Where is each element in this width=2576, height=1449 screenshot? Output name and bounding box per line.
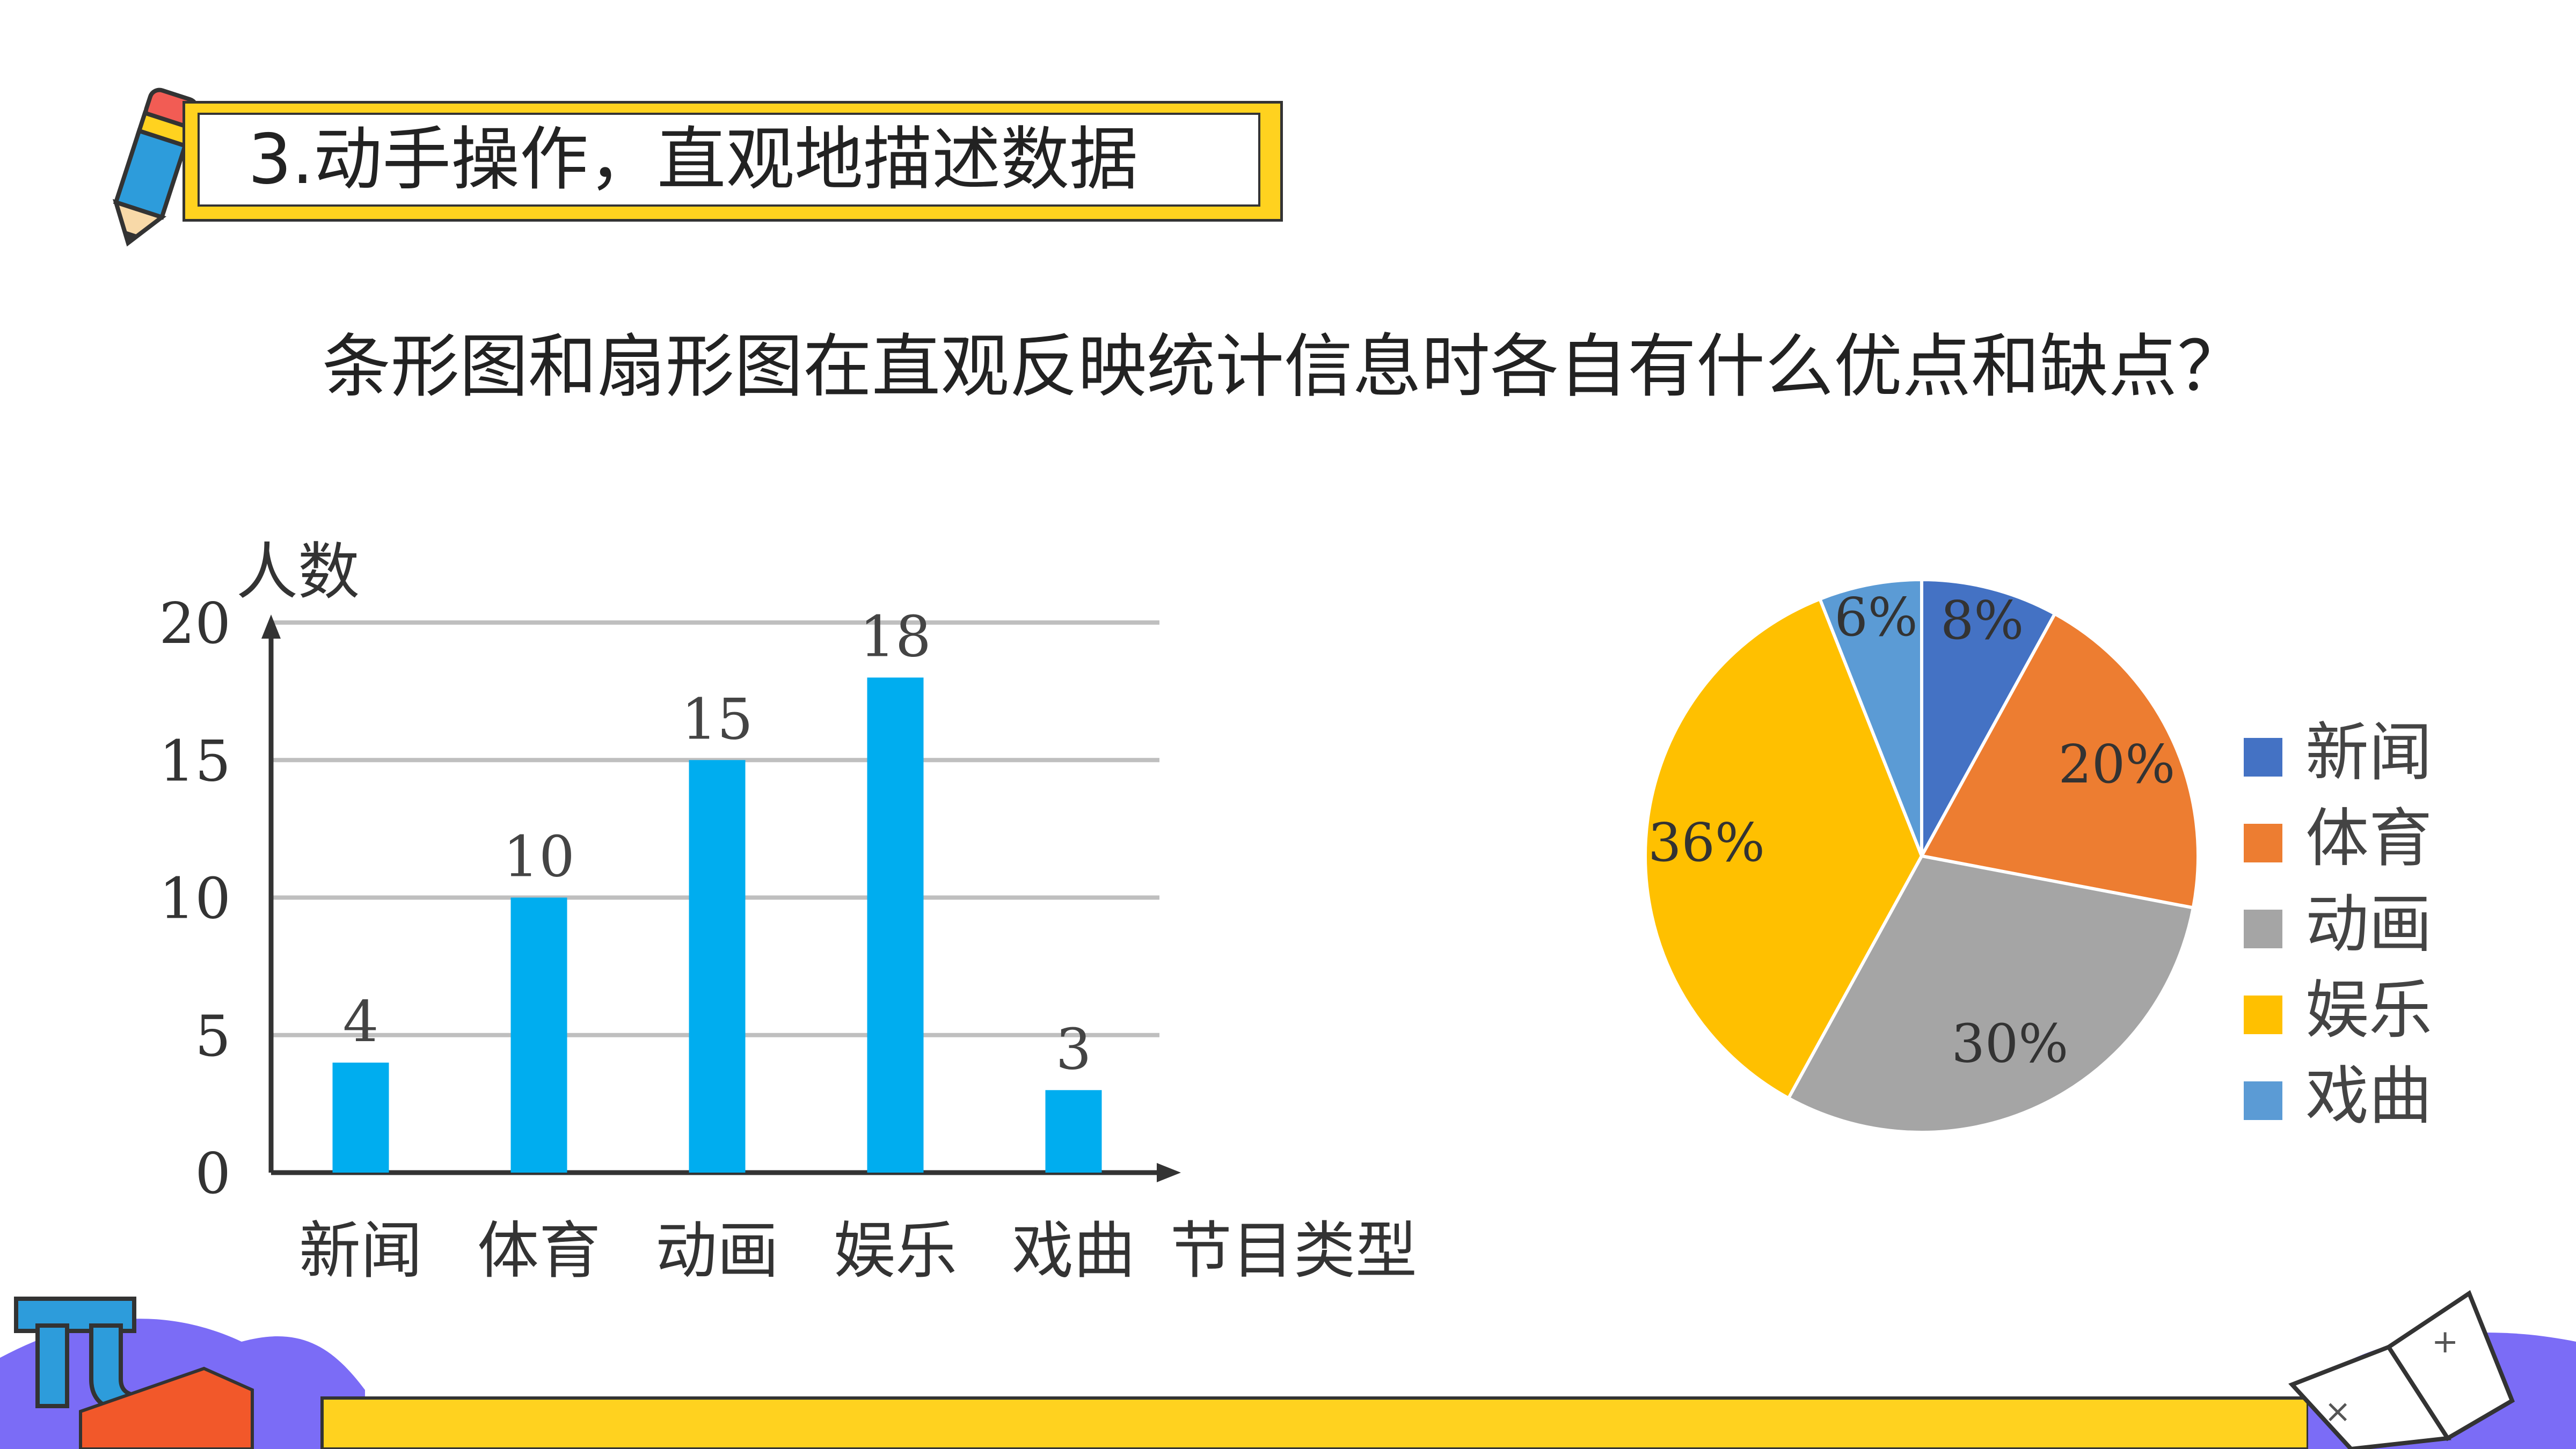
pie-slice [1786,854,2195,1134]
page-title: 3.动手操作，直观地描述数据 [248,119,1139,200]
legend-label: 动画 [2305,887,2432,961]
bar [689,760,746,1173]
bar [867,677,924,1173]
y-tick-label: 15 [159,728,231,794]
book-icon: × + [2288,1290,2515,1449]
legend-swatch [2244,996,2282,1034]
legend-label: 娱乐 [2305,973,2432,1047]
pie-slice [1919,611,2200,910]
y-axis-arrow [261,614,281,639]
x-category-label: 娱乐 [834,1215,957,1287]
legend-swatch [2244,824,2282,862]
bar [332,1063,389,1173]
legend-swatch [2244,1081,2282,1120]
y-tick-label: 10 [159,866,231,932]
legend-label: 戏曲 [2305,1059,2432,1133]
pie-slice-label: 20% [2059,734,2176,795]
pie-slice [1644,597,1924,1101]
x-category-label: 新闻 [299,1215,422,1287]
pie-slice-label: 8% [1940,590,2024,652]
pie-slice [1920,577,2057,857]
y-axis-title: 人数 [236,536,360,608]
svg-text:+: + [2432,1323,2458,1360]
pie-slice-label: 6% [1834,587,1917,648]
y-tick-label: 20 [159,591,231,656]
x-axis-title: 节目类型 [1170,1215,1417,1287]
svg-text:×: × [2324,1393,2351,1430]
x-category-label: 体育 [477,1215,601,1287]
pencil-icon [112,87,199,247]
legend-label: 新闻 [2305,715,2432,789]
bottom-decoration: × + [0,1290,2576,1449]
legend-swatch [2244,910,2282,948]
bar-value-label: 4 [343,989,379,1055]
bar [1045,1090,1102,1173]
legend-label: 体育 [2305,801,2432,875]
pie-slice-label: 36% [1648,813,1765,874]
legend-swatch [2244,738,2282,777]
question-text: 条形图和扇形图在直观反映统计信息时各自有什么优点和缺点？ [322,327,2246,407]
pie-slice [1818,577,1923,857]
x-category-label: 戏曲 [1012,1215,1135,1287]
title-banner: 3.动手操作，直观地描述数据 [198,113,1260,207]
bar-value-label: 3 [1056,1016,1092,1082]
bar-value-label: 15 [681,686,753,752]
bar-value-label: 18 [859,604,931,670]
y-tick-label: 5 [195,1004,231,1069]
x-axis-arrow [1157,1163,1181,1182]
x-category-label: 动画 [655,1215,779,1287]
bar [510,897,567,1173]
pie-slice-label: 30% [1952,1013,2069,1074]
y-tick-label: 0 [195,1141,231,1206]
bar-value-label: 10 [503,824,575,890]
